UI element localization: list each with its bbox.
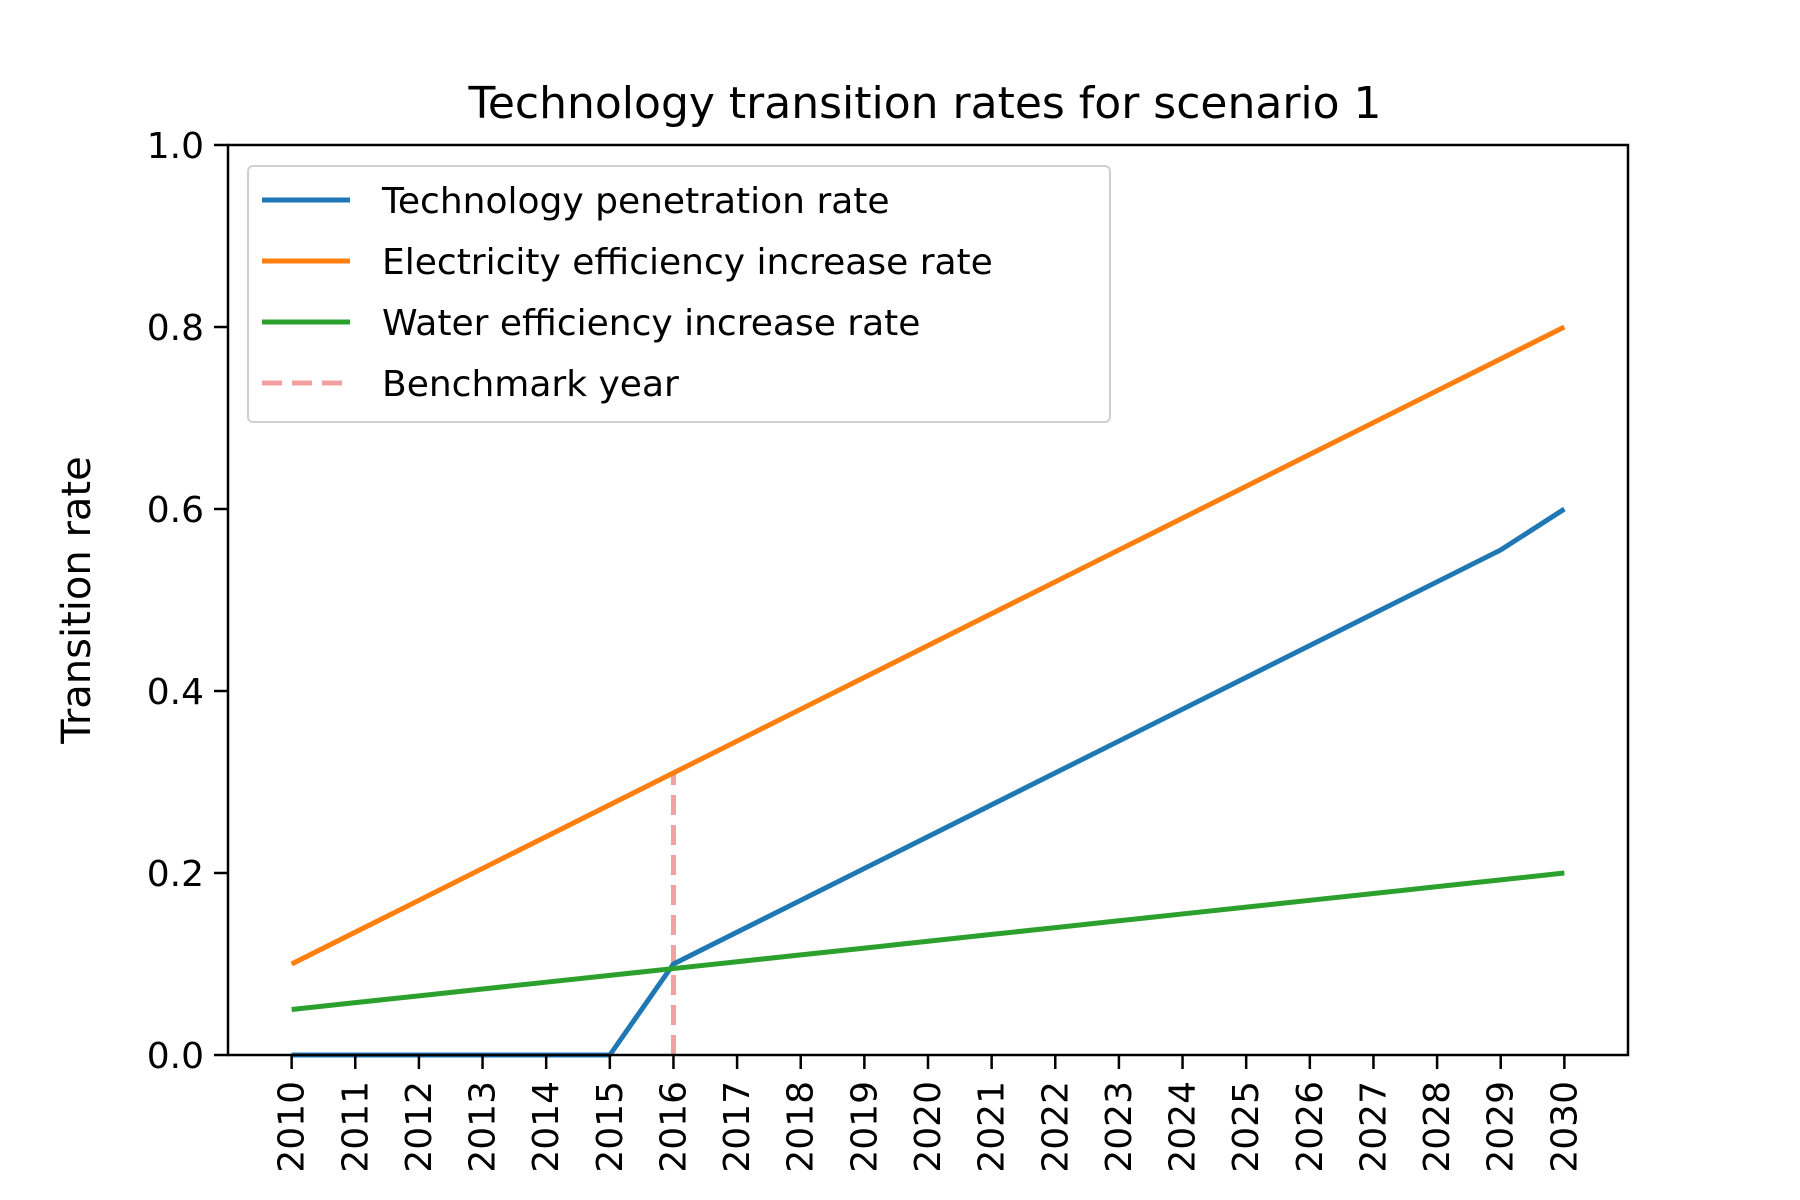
- y-tick-label: 0.0: [147, 1036, 204, 1077]
- x-tick-label: 2028: [1417, 1081, 1458, 1173]
- legend-label: Water efficiency increase rate: [382, 303, 920, 344]
- x-tick-label: 2029: [1481, 1081, 1522, 1173]
- legend-label: Technology penetration rate: [381, 181, 890, 222]
- x-tick-label: 2010: [272, 1081, 313, 1173]
- y-tick-label: 0.2: [147, 854, 204, 895]
- x-tick-label: 2020: [908, 1081, 949, 1173]
- y-tick-label: 1.0: [147, 126, 204, 167]
- x-tick-label: 2026: [1290, 1081, 1331, 1173]
- x-tick-label: 2019: [844, 1081, 885, 1173]
- legend: Technology penetration rate Electricity e…: [247, 165, 1111, 423]
- x-tick-label: 2023: [1099, 1081, 1140, 1173]
- legend-box: [247, 165, 1111, 423]
- chart-title: Technology transition rates for scenario…: [467, 78, 1381, 129]
- series-line-2: [291, 870, 1565, 1012]
- x-tick-label: 2018: [781, 1081, 822, 1173]
- x-tick-label: 2014: [526, 1081, 567, 1173]
- y-axis-label: Transition rate: [54, 456, 100, 744]
- x-tick-label: 2015: [590, 1081, 631, 1173]
- x-tick-label: 2013: [463, 1081, 504, 1173]
- x-tick-label: 2027: [1353, 1081, 1394, 1173]
- x-tick-label: 2025: [1226, 1081, 1267, 1173]
- y-tick-label: 0.6: [147, 490, 204, 531]
- x-tick-label: 2030: [1544, 1081, 1585, 1173]
- x-tick-label: 2016: [653, 1081, 694, 1173]
- x-tick-label: 2024: [1163, 1081, 1204, 1173]
- series-line-0: [291, 506, 1566, 1058]
- y-tick-label: 0.4: [147, 672, 204, 713]
- x-tick-label: 2021: [972, 1081, 1013, 1173]
- legend-label: Electricity efficiency increase rate: [382, 242, 993, 283]
- series-line-1: [290, 324, 1566, 967]
- y-tick-label: 0.8: [147, 308, 204, 349]
- x-tick-label: 2017: [717, 1081, 758, 1173]
- x-tick-label: 2012: [399, 1081, 440, 1173]
- legend-label: Benchmark year: [382, 364, 679, 405]
- x-tick-label: 2022: [1035, 1081, 1076, 1173]
- x-tick-label: 2011: [335, 1081, 376, 1173]
